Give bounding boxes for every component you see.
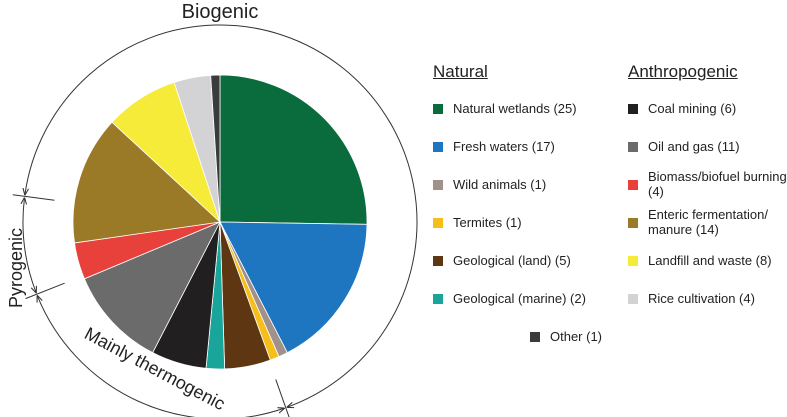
legend-swatch xyxy=(530,332,540,342)
legend-label: Coal mining (6) xyxy=(648,101,737,116)
legend-swatch xyxy=(433,218,443,228)
legend-title: Natural xyxy=(433,62,488,81)
annotation-arc xyxy=(25,24,418,407)
pie-slice xyxy=(219,74,368,225)
legend-label: Landfill and waste (8) xyxy=(648,253,772,268)
legend-swatch xyxy=(628,142,638,152)
annotation-tick xyxy=(25,282,65,300)
legend-label: Geological (land) (5) xyxy=(453,253,571,268)
legend-label: Fresh waters (17) xyxy=(453,139,555,154)
legend-title: Anthropogenic xyxy=(628,62,738,81)
legend-label: Other (1) xyxy=(550,329,603,344)
legend-swatch xyxy=(433,180,443,190)
annotation-arc xyxy=(23,198,36,293)
annotation: Pyrogenic xyxy=(6,228,26,308)
legend-swatch xyxy=(433,256,443,266)
legend-label: Oil and gas (11) xyxy=(648,139,740,154)
annotation-arc xyxy=(37,296,284,417)
legend-swatch xyxy=(433,142,443,152)
annotation-tick xyxy=(12,194,55,201)
legend-label: Natural wetlands (25) xyxy=(453,101,577,116)
legend-swatch xyxy=(628,104,638,114)
legend-swatch xyxy=(433,294,443,304)
legend-label: Rice cultivation (4) xyxy=(648,291,755,306)
legend-label: Wild animals (1) xyxy=(453,177,547,192)
legend-label: Geological (marine) (2) xyxy=(453,291,586,306)
legend-swatch xyxy=(628,294,638,304)
legend-swatch xyxy=(433,104,443,114)
legend-label: Biomass/biofuel burning (4) xyxy=(648,169,787,199)
pie-slice xyxy=(210,74,221,223)
legend-swatch xyxy=(628,218,638,228)
annotation: Biogenic xyxy=(182,1,259,23)
legend-swatch xyxy=(628,180,638,190)
legend-label: Termites (1) xyxy=(453,215,522,230)
legend-label: Enteric fermentation/ manure (14) xyxy=(648,207,768,237)
annotation-tick xyxy=(275,379,290,417)
legend-swatch xyxy=(628,256,638,266)
